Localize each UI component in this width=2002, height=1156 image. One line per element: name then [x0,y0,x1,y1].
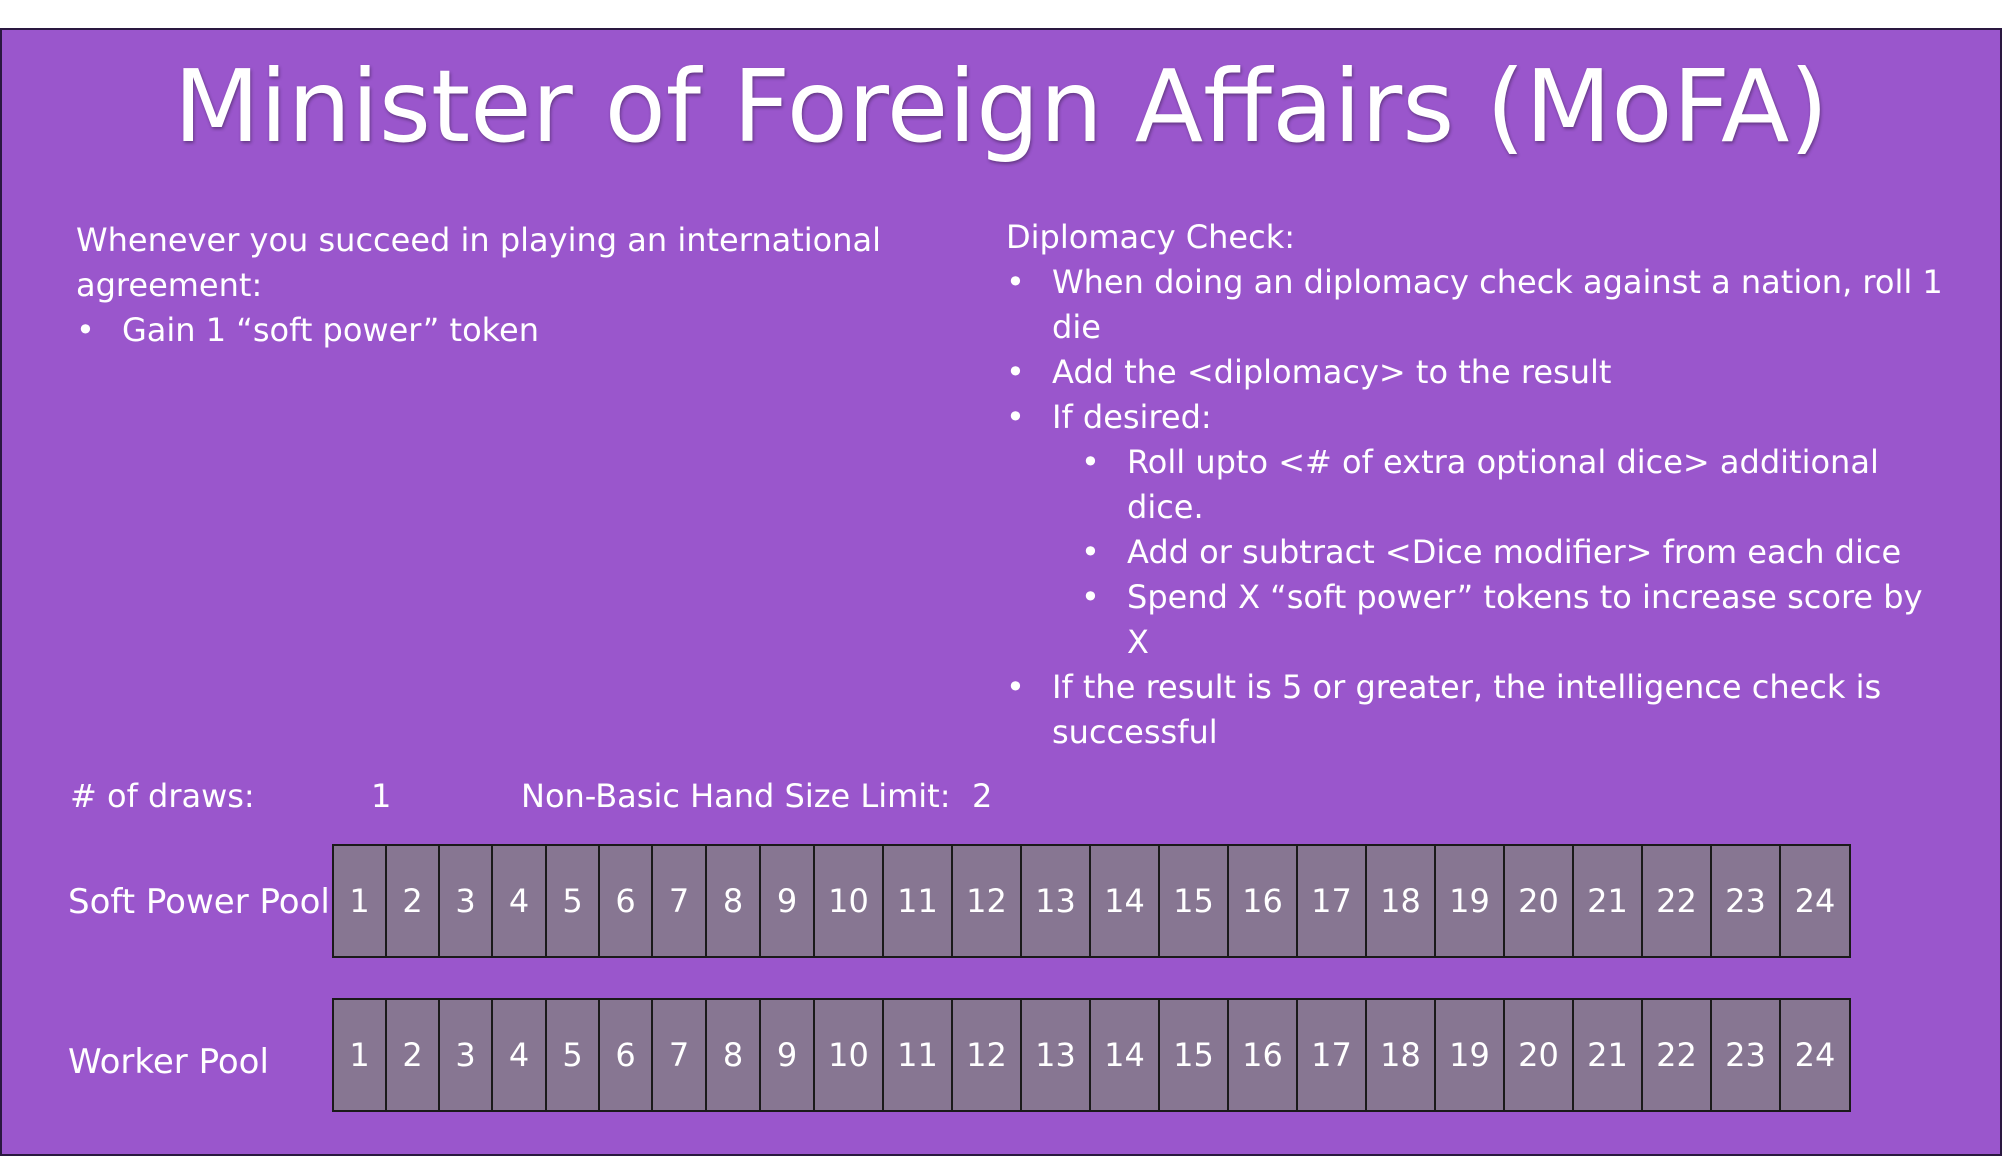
agreement-rule-item: Gain 1 “soft power” token [76,308,896,353]
soft-power-cell-9[interactable]: 9 [759,844,815,958]
worker-cell-6[interactable]: 6 [598,998,653,1112]
soft-power-cell-19[interactable]: 19 [1434,844,1505,958]
soft-power-cell-10[interactable]: 10 [813,844,884,958]
soft-power-cell-18[interactable]: 18 [1365,844,1436,958]
diplomacy-check-heading: Diplomacy Check: [1006,218,1296,256]
worker-cell-20[interactable]: 20 [1503,998,1574,1112]
diplomacy-sub-item: Spend X “soft power” tokens to increase … [1006,575,1946,665]
soft-power-cell-11[interactable]: 11 [882,844,953,958]
worker-cell-19[interactable]: 19 [1434,998,1505,1112]
soft-power-cell-12[interactable]: 12 [951,844,1022,958]
soft-power-cell-15[interactable]: 15 [1158,844,1229,958]
soft-power-cell-23[interactable]: 23 [1710,844,1781,958]
worker-cell-11[interactable]: 11 [882,998,953,1112]
worker-cell-14[interactable]: 14 [1089,998,1160,1112]
diplomacy-check-list-end: If the result is 5 or greater, the intel… [1006,665,1946,755]
role-card: Minister of Foreign Affairs (MoFA) Whene… [0,28,2002,1156]
draws-value: 1 [371,777,392,815]
worker-cell-10[interactable]: 10 [813,998,884,1112]
soft-power-cell-2[interactable]: 2 [385,844,440,958]
soft-power-cell-5[interactable]: 5 [545,844,600,958]
worker-cell-15[interactable]: 15 [1158,998,1229,1112]
worker-cell-18[interactable]: 18 [1365,998,1436,1112]
worker-cell-4[interactable]: 4 [491,998,547,1112]
worker-cell-23[interactable]: 23 [1710,998,1781,1112]
soft-power-pool-label: Soft Power Pool [68,882,330,922]
soft-power-cell-16[interactable]: 16 [1227,844,1298,958]
soft-power-cell-7[interactable]: 7 [651,844,707,958]
agreement-rules: Whenever you succeed in playing an inter… [76,218,896,353]
diplomacy-sub-item: Roll upto <# of extra optional dice> add… [1006,440,1946,530]
agreement-rules-list: Gain 1 “soft power” token [76,308,896,353]
hand-limit-label: Non-Basic Hand Size Limit: [521,777,951,815]
worker-cell-1[interactable]: 1 [332,998,387,1112]
worker-cell-3[interactable]: 3 [438,998,493,1112]
worker-cell-12[interactable]: 12 [951,998,1022,1112]
diplomacy-rule-item: When doing an diplomacy check against a … [1006,260,1946,350]
worker-cell-2[interactable]: 2 [385,998,440,1112]
worker-cell-22[interactable]: 22 [1641,998,1712,1112]
diplomacy-rule-item: If the result is 5 or greater, the intel… [1006,665,1946,755]
soft-power-cell-14[interactable]: 14 [1089,844,1160,958]
soft-power-cell-17[interactable]: 17 [1296,844,1367,958]
diplomacy-check-rules: Diplomacy Check: When doing an diplomacy… [1006,215,1946,755]
soft-power-cell-20[interactable]: 20 [1503,844,1574,958]
soft-power-cell-24[interactable]: 24 [1779,844,1851,958]
soft-power-cell-8[interactable]: 8 [705,844,761,958]
soft-power-cell-4[interactable]: 4 [491,844,547,958]
diplomacy-rule-item: If desired: [1006,395,1946,440]
worker-cell-5[interactable]: 5 [545,998,600,1112]
hand-limit-value: 2 [972,777,993,815]
worker-pool-label: Worker Pool [68,1042,269,1082]
diplomacy-sub-list: Roll upto <# of extra optional dice> add… [1006,440,1946,665]
soft-power-cell-22[interactable]: 22 [1641,844,1712,958]
worker-cell-9[interactable]: 9 [759,998,815,1112]
soft-power-cell-3[interactable]: 3 [438,844,493,958]
draws-label: # of draws: [70,777,255,815]
worker-cell-24[interactable]: 24 [1779,998,1851,1112]
soft-power-pool-track: 1 2 3 4 5 6 7 8 9 10 11 12 13 14 15 16 17 18 19 20 21 22 23 24 [332,844,1877,958]
diplomacy-rule-item: Add the <diplomacy> to the result [1006,350,1946,395]
worker-cell-17[interactable]: 17 [1296,998,1367,1112]
diplomacy-check-list: When doing an diplomacy check against a … [1006,260,1946,440]
diplomacy-sub-item: Add or subtract <Dice modifier> from eac… [1006,530,1946,575]
worker-cell-7[interactable]: 7 [651,998,707,1112]
soft-power-cell-21[interactable]: 21 [1572,844,1643,958]
soft-power-cell-6[interactable]: 6 [598,844,653,958]
card-title: Minister of Foreign Affairs (MoFA) [173,48,1829,165]
worker-cell-16[interactable]: 16 [1227,998,1298,1112]
worker-cell-21[interactable]: 21 [1572,998,1643,1112]
worker-pool-track: 1 2 3 4 5 6 7 8 9 10 11 12 13 14 15 16 17 18 19 20 21 22 23 24 [332,998,1877,1112]
worker-cell-13[interactable]: 13 [1020,998,1091,1112]
agreement-rules-heading: Whenever you succeed in playing an inter… [76,221,881,304]
soft-power-cell-13[interactable]: 13 [1020,844,1091,958]
soft-power-cell-1[interactable]: 1 [332,844,387,958]
worker-cell-8[interactable]: 8 [705,998,761,1112]
